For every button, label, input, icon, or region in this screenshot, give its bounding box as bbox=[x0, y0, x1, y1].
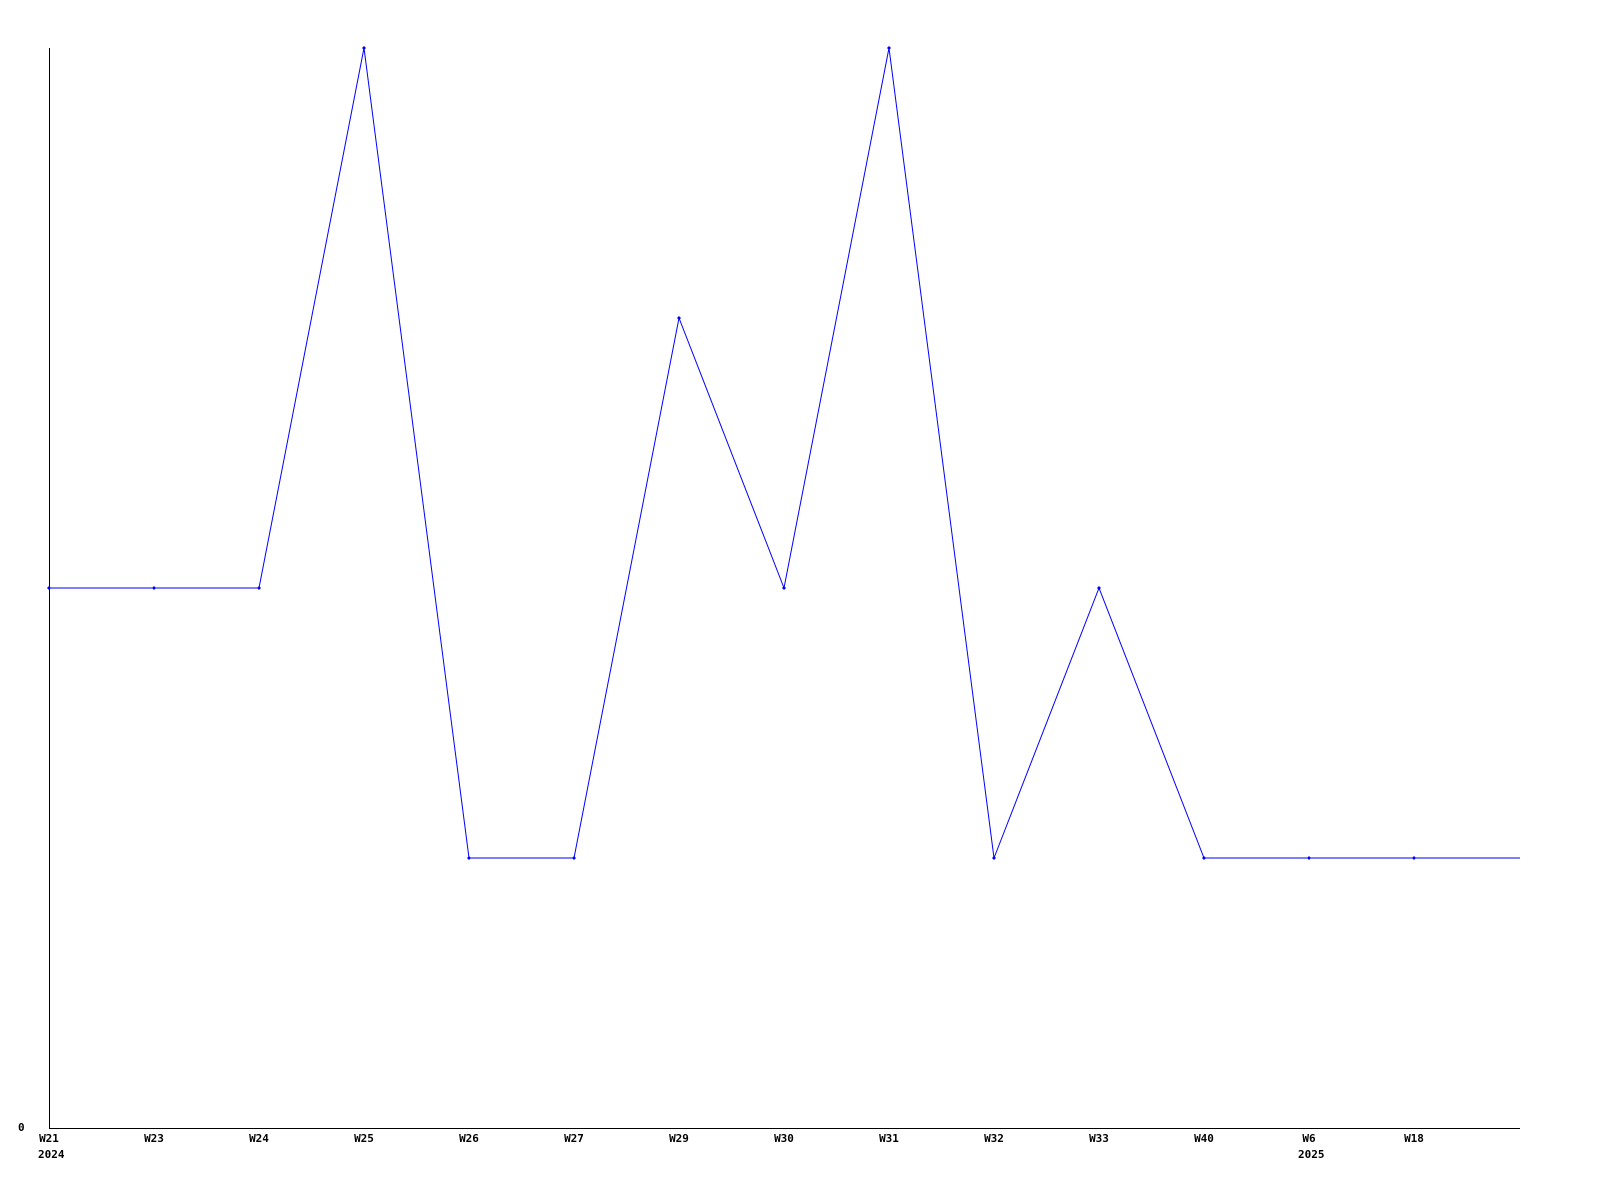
tick-labels: 0 W21 W23 W24 W25 W26 W27 W29 W30 W31 W32 W33 W40 W6 W… bbox=[18, 1121, 1424, 1161]
x-tick-label: W27 bbox=[564, 1132, 584, 1145]
data-point bbox=[992, 856, 996, 860]
x-tick-label: W33 bbox=[1089, 1132, 1109, 1145]
x-year-label: 2024 bbox=[38, 1148, 65, 1161]
x-tick-label: W21 bbox=[39, 1132, 59, 1145]
data-point bbox=[1307, 856, 1311, 860]
x-tick-label: W26 bbox=[459, 1132, 479, 1145]
data-point bbox=[1202, 856, 1206, 860]
data-point bbox=[467, 856, 471, 860]
data-point bbox=[47, 586, 51, 590]
x-tick-label: W40 bbox=[1194, 1132, 1214, 1145]
data-point bbox=[677, 316, 681, 320]
data-point bbox=[1412, 856, 1416, 860]
x-tick-label: W32 bbox=[984, 1132, 1004, 1145]
x-tick-label: W18 bbox=[1404, 1132, 1424, 1145]
y-tick-label: 0 bbox=[18, 1121, 25, 1134]
data-point bbox=[572, 856, 576, 860]
x-tick-label: W24 bbox=[249, 1132, 269, 1145]
data-point bbox=[257, 586, 261, 590]
data-point bbox=[1097, 586, 1101, 590]
x-tick-label: W25 bbox=[354, 1132, 374, 1145]
series-layer bbox=[47, 46, 1520, 860]
data-point bbox=[782, 586, 786, 590]
series-line bbox=[49, 47, 1520, 859]
x-tick-label: W30 bbox=[774, 1132, 794, 1145]
x-tick-label: W6 bbox=[1302, 1132, 1316, 1145]
data-point bbox=[362, 46, 366, 50]
x-tick-label: W31 bbox=[879, 1132, 899, 1145]
x-tick-label: W29 bbox=[669, 1132, 689, 1145]
data-point bbox=[887, 46, 891, 50]
data-point bbox=[152, 586, 156, 590]
x-tick-label: W23 bbox=[144, 1132, 164, 1145]
x-year-label: 2025 bbox=[1298, 1148, 1325, 1161]
